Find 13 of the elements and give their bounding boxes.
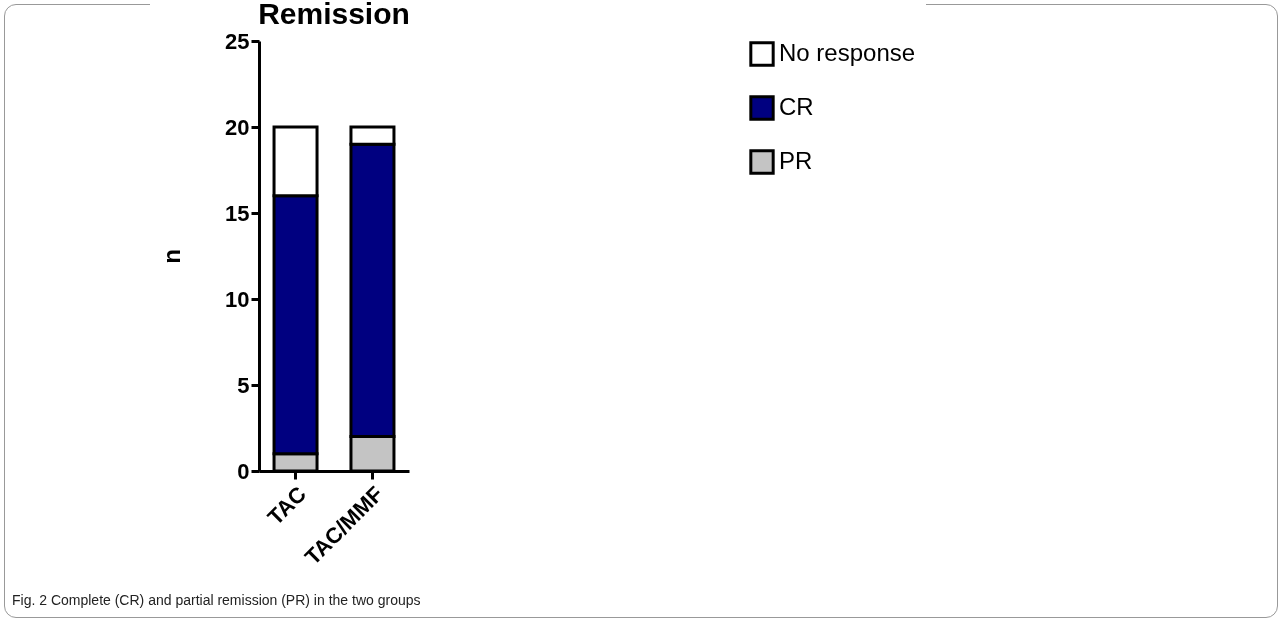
y-tick-label: 15: [225, 200, 250, 226]
x-tick-label: TAC: [262, 481, 312, 530]
chart-title: Remission: [258, 0, 410, 30]
legend-label: PR: [779, 147, 813, 174]
caption: Fig. 2 Complete (CR) and partial remission (PR) in the two groups: [12, 592, 421, 608]
y-tick-label: 10: [225, 286, 250, 312]
y-tick-label: 20: [225, 114, 250, 140]
y-tick-label: 5: [237, 372, 250, 398]
legend-label: No response: [779, 39, 916, 66]
y-tick-label: 25: [225, 28, 250, 54]
legend-label: CR: [779, 93, 814, 120]
y-tick-label: 0: [237, 458, 250, 484]
y-axis-title: n: [158, 249, 186, 264]
